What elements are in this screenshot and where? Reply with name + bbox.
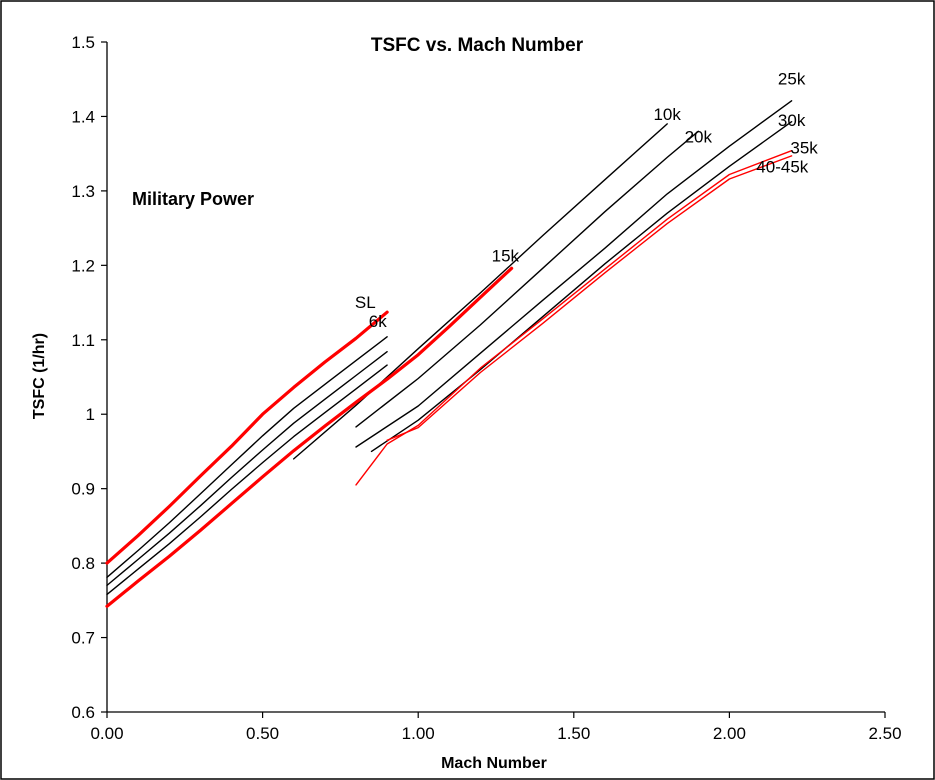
y-axis-title: TSFC (1/hr) [31, 333, 48, 419]
series-label: SL [355, 293, 376, 312]
series-label: 10k [653, 105, 681, 124]
series-line-40-45k [386, 155, 793, 441]
series-line-25k [355, 100, 793, 448]
series-label: 40-45k [756, 157, 808, 176]
series-line-sl [105, 310, 389, 565]
axes-group: 0.6 0.7 0.8 0.9 1 1.1 1.2 1.3 1.4 1.5 0.00 0.50 1.00… [71, 33, 901, 743]
x-tick-label: 1.50 [557, 724, 590, 743]
y-tick-label: 1 [86, 405, 95, 424]
series-line-6k [106, 336, 388, 578]
series-label: 35k [790, 139, 818, 158]
series-line-20k [355, 130, 699, 428]
x-axis-title: Mach Number [441, 755, 547, 772]
x-tick-label: 0.00 [90, 724, 123, 743]
x-tick-label: 1.00 [402, 724, 435, 743]
series-label: 15k [492, 247, 520, 266]
y-tick-label: 0.6 [71, 703, 95, 722]
series-label: 6k [369, 312, 387, 331]
series-label: 20k [685, 128, 713, 147]
series-line-unlabeled-3 [106, 364, 388, 596]
military-power-annotation: Military Power [132, 189, 254, 209]
chart-title: TSFC vs. Mach Number [371, 35, 584, 56]
x-tick-label: 0.50 [246, 724, 279, 743]
y-tick-label: 0.8 [71, 554, 95, 573]
series-line-35k [355, 149, 793, 486]
y-tick-label: 1.1 [71, 331, 95, 350]
y-tick-label: 1.4 [71, 107, 95, 126]
y-tick-label: 0.9 [71, 480, 95, 499]
y-tick-label: 1.3 [71, 182, 95, 201]
series-line-15k [105, 266, 514, 608]
y-tick-label: 1.2 [71, 256, 95, 275]
series-line-unlabeled-2 [106, 351, 388, 587]
series-label: 30k [778, 111, 806, 130]
y-tick-label: 0.7 [71, 629, 95, 648]
y-tick-label: 1.5 [71, 33, 95, 52]
series-line-30k [370, 120, 793, 453]
x-tick-label: 2.00 [713, 724, 746, 743]
series-line-10k [293, 123, 668, 460]
series-label: 25k [778, 69, 806, 88]
x-tick-label: 2.50 [868, 724, 901, 743]
series-lines-group [105, 100, 793, 608]
